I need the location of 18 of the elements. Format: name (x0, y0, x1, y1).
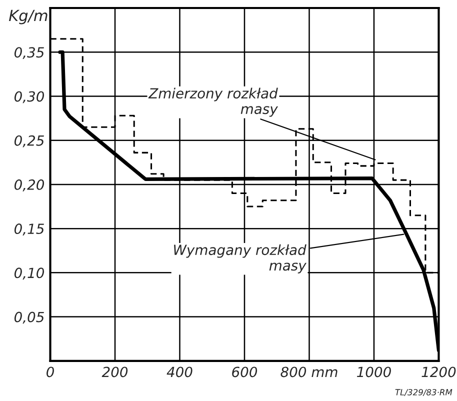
y-tick-label: 0,10 (14, 268, 44, 280)
y-tick-label: 0,35 (14, 47, 44, 60)
y-tick-label: 0,15 (14, 224, 44, 236)
x-tick-label: 200 (102, 366, 128, 378)
x-tick-label: 600 (232, 366, 258, 378)
text: TL/329/83·RM (395, 389, 452, 396)
x-tick-label: 800 mm (280, 366, 338, 378)
x-tick-label: 1000 (356, 366, 391, 378)
annotation: Wymagany rozkład masy (174, 244, 307, 274)
y-tick-label: 0,05 (14, 312, 44, 324)
y-tick-label: 0,25 (14, 135, 44, 148)
y-tick-label: 0,30 (14, 91, 44, 104)
annotation: Zmierzony rozkład masy (148, 88, 278, 117)
y-axis-title: Kg/m (8, 10, 48, 24)
x-tick-label: 1200 (422, 366, 456, 378)
y-tick-label: 0,20 (14, 179, 44, 192)
x-tick-label: 400 (166, 366, 192, 378)
x-tick-label: 0 (46, 366, 54, 378)
